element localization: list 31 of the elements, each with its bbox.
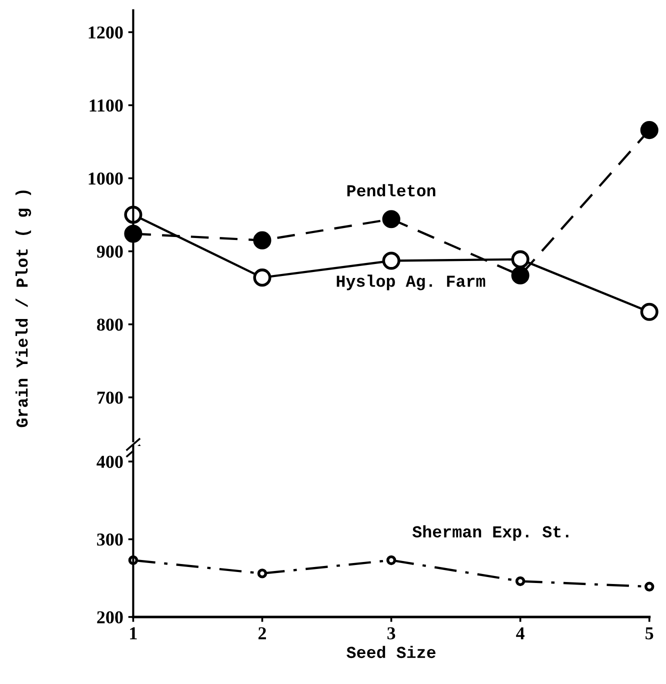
point: [382, 210, 400, 228]
point: [515, 576, 526, 586]
x-tick-label: 5: [646, 627, 654, 640]
point: [640, 302, 658, 321]
point: [382, 252, 400, 270]
x-tick-label: 4: [516, 627, 524, 640]
y-tick-label: 800: [96, 318, 123, 331]
point: [253, 231, 272, 250]
y-axis-title: Grain Yield / Plot ( g ): [16, 190, 32, 428]
y-tick-label: 1100: [90, 99, 123, 112]
y-tick-label: 1000: [88, 172, 123, 185]
y-tick-label: 300: [97, 534, 123, 546]
series-label: Hyslop Ag. Farm: [336, 274, 486, 290]
x-tick-label: 1: [130, 627, 137, 640]
point: [253, 268, 272, 287]
series-label: Sherman Exp. St.: [412, 525, 568, 541]
y-tick-label: 200: [97, 611, 123, 624]
point: [386, 555, 396, 566]
point: [644, 582, 654, 592]
point: [257, 568, 268, 578]
y-tick-label: 1200: [88, 26, 123, 39]
y-tick-label: 700: [97, 392, 123, 404]
x-tick-label: 2: [258, 627, 266, 640]
point: [640, 121, 658, 140]
point: [511, 250, 530, 268]
x-axis-title: Seed Size: [346, 646, 436, 658]
series-label: Pendleton: [347, 184, 436, 196]
y-tick-label: 400: [96, 456, 123, 468]
y-tick-label: 900: [96, 246, 123, 258]
point: [511, 266, 530, 284]
x-tick-label: 3: [387, 627, 396, 640]
